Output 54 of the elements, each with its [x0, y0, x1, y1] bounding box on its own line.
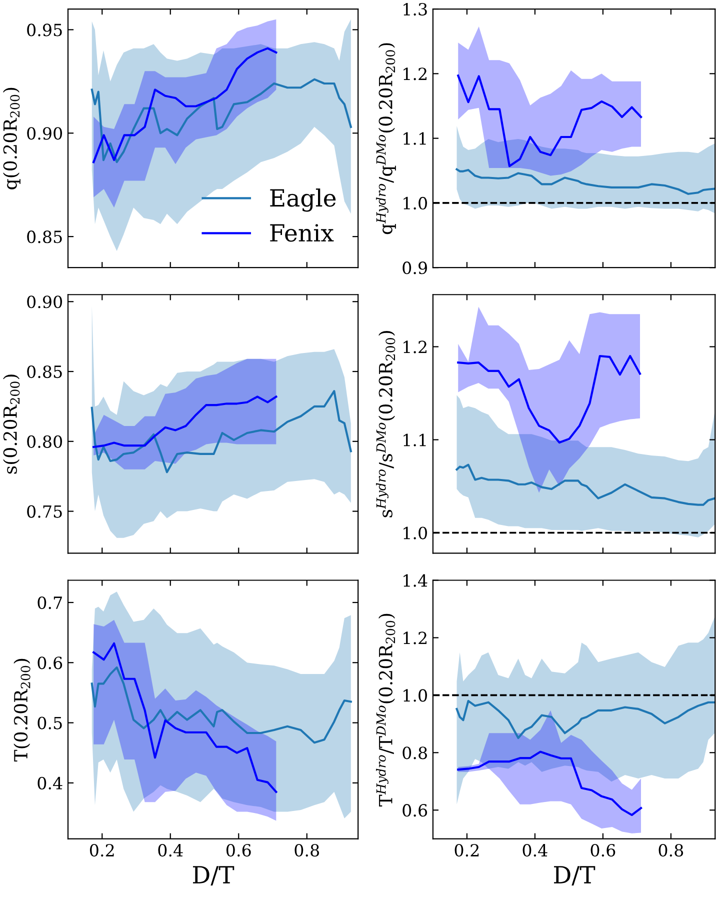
line-series	[456, 700, 716, 740]
legend-label: Eagle	[270, 188, 336, 212]
x-axis-title: D/T	[554, 866, 596, 886]
y-tick-label: 0.90	[27, 296, 62, 308]
x-tick-label: 0.6	[226, 844, 251, 857]
y-tick-label: 1.0	[404, 526, 427, 540]
y-axis-title: T$^{Hydro}$/T$^{DMo}$(0.20R$_{200}$)	[376, 614, 396, 806]
y-tick-label: 1.2	[404, 632, 426, 644]
x-tick-label: 0.2	[90, 844, 114, 857]
y-axis-title: q$^{Hydro}$/q$^{DMo}$(0.20R$_{200}$)	[376, 43, 396, 234]
y-tick-label: 0.8	[402, 746, 427, 760]
y-tick-label: 1.1	[404, 132, 426, 145]
y-tick-label: 0.7	[38, 596, 62, 610]
y-tick-label: 1.2	[404, 68, 426, 80]
y-tick-label: 0.9	[402, 262, 427, 274]
y-tick-label: 1.2	[404, 340, 426, 354]
y-tick-label: 0.5	[38, 716, 62, 730]
line-series	[457, 74, 642, 168]
y-tick-label: 1.1	[404, 434, 426, 446]
line-series	[92, 396, 278, 448]
y-tick-label: 1.3	[404, 2, 427, 16]
line-series	[457, 354, 642, 444]
y-tick-label: 0.95	[27, 24, 62, 36]
line-series	[456, 464, 716, 506]
y-tick-label: 0.85	[27, 365, 62, 378]
y-tick-label: 0.6	[38, 656, 62, 670]
line-series	[90, 666, 352, 744]
line-series	[90, 78, 352, 164]
y-tick-label: 0.90	[27, 127, 62, 140]
legend-label: Fenix	[270, 224, 334, 242]
x-tick-label: 0.8	[294, 844, 320, 857]
line-series	[90, 390, 352, 474]
y-tick-label: 0.80	[27, 435, 62, 448]
y-axis-title: s(0.20R$_{200}$)	[2, 374, 20, 474]
y-tick-label: 0.4	[38, 776, 62, 790]
x-tick-label: 0.4	[158, 844, 183, 857]
y-tick-label: 1.0	[404, 196, 427, 210]
line-series	[92, 642, 278, 793]
y-tick-label: 0.6	[402, 804, 428, 817]
y-tick-label: 0.75	[27, 505, 62, 518]
line-series	[457, 750, 642, 816]
x-tick-label: 0.2	[454, 844, 479, 857]
line-series	[92, 47, 278, 164]
y-tick-label: 0.85	[27, 230, 62, 244]
x-tick-label: 0.8	[658, 844, 684, 857]
line-series	[456, 168, 716, 195]
y-axis-title: s$^{Hydro}$/s$^{DMo}$(0.20R$_{200}$)	[376, 331, 396, 518]
y-axis-title: T(0.20R$_{200}$)	[14, 658, 30, 762]
x-tick-label: 0.6	[590, 844, 616, 857]
y-tick-label: 1.4	[404, 574, 428, 587]
x-tick-label: 0.4	[522, 844, 548, 857]
x-axis-title: D/T	[193, 866, 234, 886]
y-axis-title: q(0.20R$_{200}$)	[2, 88, 20, 190]
y-tick-label: 1.0	[404, 689, 427, 702]
